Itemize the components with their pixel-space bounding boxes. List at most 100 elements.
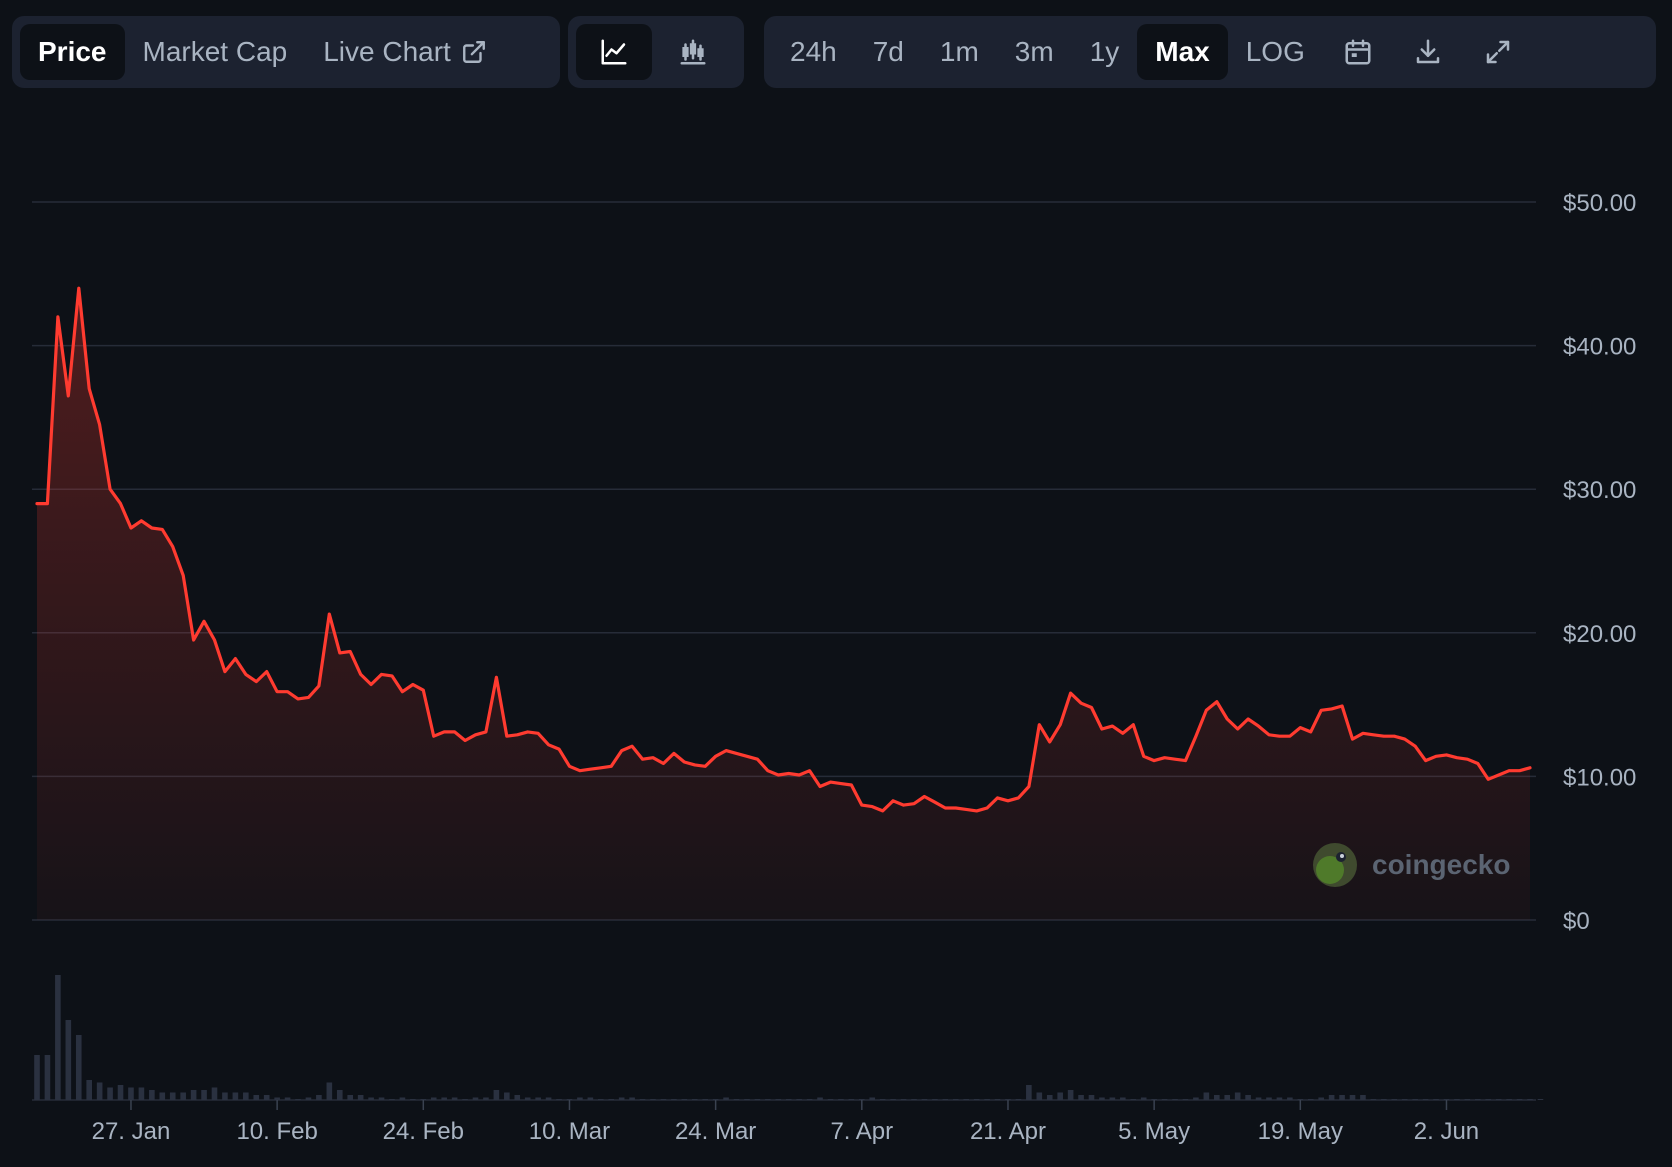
volume-bar (462, 1099, 468, 1100)
volume-bar (441, 1097, 447, 1100)
volume-bar (1078, 1095, 1084, 1100)
volume-bar (201, 1090, 207, 1100)
volume-bar (1516, 1099, 1523, 1100)
volume-bar (138, 1087, 145, 1100)
volume-bar (577, 1097, 583, 1100)
volume-bar (754, 1099, 761, 1100)
volume-bar (514, 1095, 521, 1100)
range-3m[interactable]: 3m (1014, 36, 1054, 67)
volume-bar (1506, 1099, 1512, 1100)
volume-bar (75, 1035, 82, 1100)
volume-bar (117, 1085, 124, 1100)
volume-bar (1495, 1099, 1502, 1100)
price-chart-svg: 27. Jan 10. Feb 24. Feb 10. Mar 24. Mar 7. Ap… (32, 190, 1636, 1145)
x-tick-label: 24. Mar (675, 1118, 756, 1145)
volume-bar (1182, 1099, 1189, 1100)
volume-bar (1015, 1099, 1022, 1100)
range-group: 24h 7d 1m 3m 1y Max LOG (764, 16, 1656, 88)
volume-bar (1140, 1097, 1147, 1100)
volume-bar (1088, 1095, 1095, 1100)
line-chart-icon (599, 37, 629, 67)
tab-market-cap[interactable]: Market Cap (142, 36, 288, 67)
tab-live-chart[interactable]: Live Chart (305, 24, 505, 80)
volume-bar (984, 1099, 990, 1100)
x-tick-label: 27. Jan (92, 1118, 171, 1145)
fullscreen-button[interactable] (1463, 24, 1533, 80)
volume-bar (1360, 1095, 1366, 1100)
tab-price[interactable]: Price (20, 24, 125, 80)
range-max[interactable]: Max (1137, 24, 1228, 80)
volume-bar (879, 1099, 886, 1100)
volume-bar (785, 1099, 792, 1100)
line-chart-button[interactable] (576, 24, 652, 80)
log-toggle[interactable]: LOG (1245, 36, 1305, 67)
download-button[interactable] (1393, 24, 1463, 80)
volume-bar (1297, 1099, 1304, 1100)
y-tick-label: $50.00 (1563, 190, 1636, 217)
volume-bar (1245, 1095, 1251, 1100)
x-tick-label: 21. Apr (970, 1118, 1046, 1145)
y-tick-label: $30.00 (1563, 477, 1636, 504)
range-1m[interactable]: 1m (939, 36, 979, 67)
volume-bar (107, 1087, 113, 1100)
download-icon (1413, 37, 1443, 67)
volume-bar (190, 1090, 197, 1100)
volume-bar (723, 1097, 729, 1100)
volume-bar (44, 1055, 51, 1100)
volume-bar (378, 1097, 385, 1100)
volume-bar (169, 1092, 176, 1100)
volume-bar (1474, 1099, 1481, 1100)
volume-bar (1527, 1099, 1533, 1100)
volume-bar (1381, 1099, 1387, 1100)
volume-bar (1307, 1099, 1314, 1100)
volume-bar (545, 1097, 552, 1100)
volume-bar (827, 1099, 834, 1100)
date-picker-button[interactable] (1323, 24, 1393, 80)
volume-bar (399, 1097, 406, 1100)
volume-bar (838, 1099, 844, 1100)
volume-bar (34, 1055, 40, 1100)
price-chart[interactable]: 27. Jan 10. Feb 24. Feb 10. Mar 24. Mar 7. Ap… (0, 100, 1672, 1162)
volume-bar (1046, 1095, 1053, 1100)
volume-bar (1433, 1099, 1439, 1100)
expand-icon (1483, 37, 1513, 67)
volume-bar (1099, 1097, 1105, 1100)
volume-bar (1276, 1097, 1283, 1100)
volume-bar (890, 1099, 896, 1100)
volume-bar (1422, 1099, 1429, 1100)
price-line (35, 286, 1532, 813)
candlestick-button[interactable] (652, 24, 734, 80)
volume-bar (629, 1097, 635, 1100)
volume-bar (451, 1097, 458, 1100)
volume-bar (326, 1082, 333, 1100)
range-1y[interactable]: 1y (1089, 36, 1120, 67)
volume-bar (96, 1082, 103, 1100)
volume-bar (1454, 1099, 1460, 1100)
volume-bar (859, 1099, 865, 1100)
volume-bar (796, 1099, 802, 1100)
volume-bar (733, 1099, 740, 1100)
volume-bar (775, 1099, 782, 1100)
volume-bar (817, 1097, 823, 1100)
volume-bar (1339, 1095, 1345, 1100)
range-24h[interactable]: 24h (790, 36, 837, 67)
range-7d[interactable]: 7d (872, 36, 904, 67)
volume-bar (650, 1099, 656, 1100)
volume-bar (483, 1097, 489, 1100)
volume-bar (712, 1099, 719, 1100)
volume-bar (295, 1099, 301, 1100)
tab-live-chart-label: Live Chart (323, 36, 451, 67)
x-tick-label: 10. Mar (529, 1118, 610, 1145)
volume-bar (1151, 1099, 1157, 1100)
volume-bar (1328, 1095, 1335, 1100)
volume-bar (504, 1092, 510, 1100)
x-tick-label: 19. May (1258, 1118, 1343, 1145)
volume-bar (566, 1099, 573, 1100)
x-tick-label: 2. Jun (1414, 1118, 1479, 1145)
volume-bar (180, 1092, 186, 1100)
price-area (37, 288, 1530, 920)
watermark-text: coingecko (1372, 849, 1510, 880)
volume-bar (963, 1099, 970, 1100)
volume-bar (681, 1099, 688, 1100)
volume-bar (1349, 1095, 1356, 1100)
